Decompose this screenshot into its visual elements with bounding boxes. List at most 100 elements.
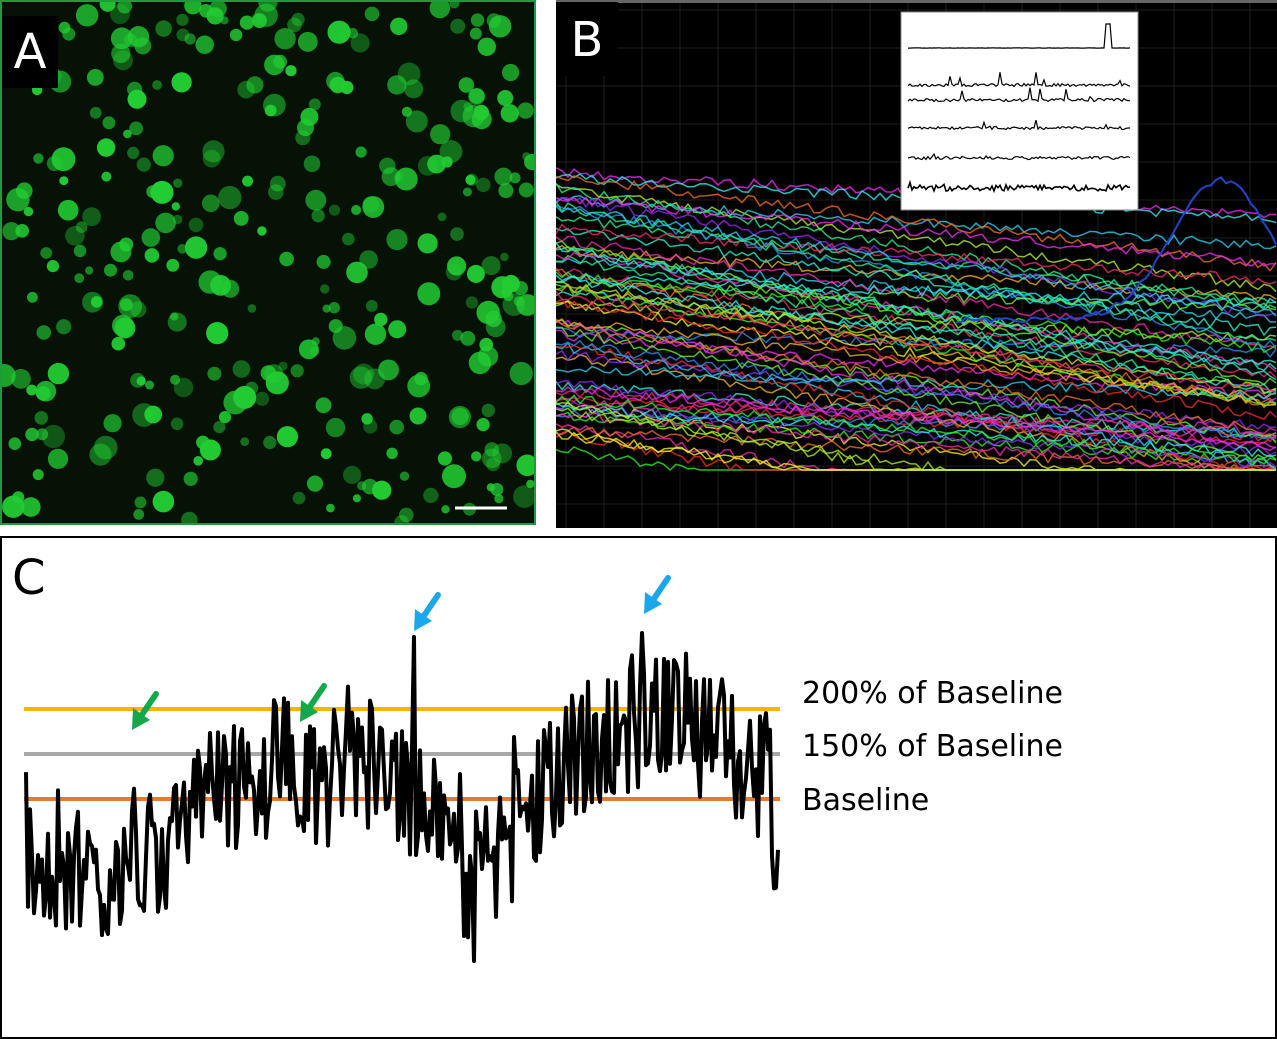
- calcium-trace: [556, 381, 1277, 438]
- cell-blob: [202, 140, 225, 163]
- cell-blob: [279, 251, 294, 267]
- cell-blob: [460, 331, 476, 346]
- calcium-trace: [556, 271, 1277, 354]
- micrograph-image: [2, 2, 534, 523]
- cell-blob: [2, 495, 25, 518]
- calcium-trace: [556, 205, 1277, 317]
- cell-blob: [8, 437, 22, 451]
- cell-blob: [442, 464, 466, 489]
- calcium-trace: [556, 319, 1277, 449]
- cell-blob: [127, 89, 147, 109]
- threshold-panel: C 200% of Baseline 150% of Baseline Base…: [0, 536, 1277, 1039]
- green-arrow-icon: [300, 683, 327, 722]
- cell-blob: [184, 2, 202, 15]
- cell-blob: [206, 322, 229, 345]
- cell-blob: [441, 505, 450, 514]
- cell-blob: [437, 451, 452, 466]
- cell-blob: [184, 33, 196, 45]
- calcium-trace: [556, 298, 1277, 420]
- cell-blob: [176, 13, 189, 26]
- cell-blob: [269, 175, 286, 192]
- calcium-trace: [556, 284, 1277, 405]
- calcium-trace: [556, 182, 1277, 311]
- cell-blob: [183, 471, 198, 486]
- cell-blob: [181, 511, 198, 523]
- cell-blob: [23, 206, 34, 217]
- cell-blob: [41, 424, 65, 449]
- cell-blob: [136, 157, 151, 172]
- cell-blob: [127, 146, 140, 159]
- cell-blob: [207, 366, 222, 381]
- cell-blob: [328, 302, 340, 314]
- cell-blob: [111, 43, 131, 64]
- panel-label-c: C: [12, 550, 46, 606]
- cell-blob: [229, 28, 243, 42]
- cell-blob: [167, 312, 187, 332]
- calcium-trace: [556, 281, 1277, 312]
- calcium-trace: [556, 223, 1277, 285]
- cell-blob: [500, 104, 519, 123]
- cell-blob: [342, 232, 355, 246]
- cell-blob: [458, 77, 474, 93]
- cell-blob: [86, 69, 104, 86]
- cell-blob: [363, 419, 378, 434]
- cell-blob: [144, 248, 160, 263]
- calcium-trace: [556, 329, 1277, 402]
- cell-blob: [255, 391, 270, 406]
- cell-blob: [122, 270, 134, 281]
- cell-blob: [516, 454, 534, 477]
- cell-blob: [176, 28, 190, 42]
- cell-blob: [27, 291, 38, 303]
- cell-blob: [468, 351, 492, 375]
- cell-blob: [488, 15, 512, 38]
- cell-blob: [177, 244, 187, 254]
- cell-blob: [328, 204, 341, 216]
- calcium-trace: [556, 280, 1277, 395]
- cell-blob: [394, 167, 418, 191]
- cell-blob: [352, 494, 361, 503]
- cell-blob: [430, 124, 451, 145]
- cell-blob: [263, 435, 277, 450]
- cell-blob: [278, 361, 288, 371]
- cell-blob: [285, 65, 297, 77]
- cell-blob: [242, 175, 254, 187]
- cell-blob: [364, 323, 387, 345]
- cell-blob: [388, 320, 407, 339]
- cell-blob: [465, 174, 476, 185]
- cell-blob: [46, 260, 60, 273]
- cell-blob: [93, 435, 118, 460]
- cell-blob: [172, 214, 183, 225]
- cell-blob: [254, 3, 278, 27]
- traces-plot: [556, 0, 1277, 528]
- cell-blob: [463, 102, 474, 112]
- cell-blob: [449, 2, 460, 9]
- threshold-label-150: 150% of Baseline: [802, 729, 1063, 764]
- cell-blob: [346, 261, 368, 284]
- cell-blob: [414, 371, 428, 386]
- cell-blob: [127, 26, 150, 48]
- cell-blob: [15, 224, 29, 238]
- cell-blob: [292, 491, 306, 505]
- cell-blob: [297, 31, 318, 52]
- cell-blob: [233, 211, 249, 226]
- cell-blob: [362, 196, 379, 213]
- cell-blob: [171, 72, 192, 93]
- cell-blob: [36, 325, 52, 340]
- cell-blob: [287, 17, 302, 33]
- inset-trace: [908, 23, 1131, 49]
- calcium-trace: [556, 195, 1277, 250]
- panel-label-a: A: [2, 16, 58, 88]
- peak-trace: [955, 176, 1277, 324]
- cell-blob: [25, 427, 39, 442]
- cell-blob: [386, 229, 408, 251]
- cell-blob: [110, 4, 130, 25]
- inset-trace: [907, 119, 1130, 131]
- calcium-trace: [556, 412, 1277, 471]
- calcium-trace: [556, 196, 1277, 267]
- cell-blob: [481, 256, 501, 276]
- cell-blob: [2, 364, 16, 387]
- cell-blob: [152, 490, 175, 513]
- cell-blob: [213, 247, 227, 261]
- cell-blob: [104, 263, 117, 277]
- cell-blob: [202, 149, 221, 168]
